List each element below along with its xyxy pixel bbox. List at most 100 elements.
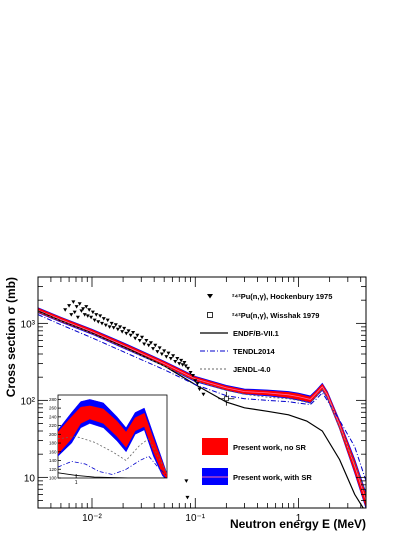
hockenbury-point xyxy=(67,304,72,308)
hockenbury-point xyxy=(197,387,202,392)
hockenbury-point xyxy=(75,315,80,320)
hockenbury-point xyxy=(96,320,101,324)
present-work-central-line xyxy=(38,309,366,501)
hockenbury-point xyxy=(103,323,108,328)
hockenbury-point xyxy=(107,325,112,329)
legend-item-label: ²⁴²Pu(n,γ), Hockenbury 1975 xyxy=(232,292,332,301)
hockenbury-point xyxy=(168,356,173,361)
hockenbury-point xyxy=(105,318,110,323)
hockenbury-point xyxy=(179,358,184,363)
hockenbury-point xyxy=(63,308,68,312)
hockenbury-point xyxy=(164,355,169,359)
hockenbury-point xyxy=(98,314,103,318)
y-tick-label: 10 xyxy=(24,473,36,484)
y-tick-label: 10³ xyxy=(21,319,36,330)
hockenbury-point xyxy=(177,362,182,366)
hockenbury-point xyxy=(144,338,149,343)
hockenbury-point xyxy=(126,329,131,333)
hockenbury-point xyxy=(193,379,198,383)
inset-y-tick-label: 120 xyxy=(49,467,57,472)
hockenbury-point xyxy=(151,347,156,351)
legend: ²⁴²Pu(n,γ), Hockenbury 1975 ²⁴²Pu(n,γ), W… xyxy=(200,292,332,485)
hockenbury-point xyxy=(195,382,200,386)
legend-item-label: TENDL2014 xyxy=(233,347,276,356)
hockenbury-point xyxy=(124,331,129,336)
hockenbury-point xyxy=(185,495,190,500)
hockenbury-point xyxy=(140,335,145,340)
hockenbury-point xyxy=(146,343,151,348)
legend-item-label: ENDF/B-VII.1 xyxy=(233,329,279,338)
hockenbury-point xyxy=(162,349,167,353)
hockenbury-point xyxy=(87,308,92,312)
hockenbury-point xyxy=(185,366,190,371)
hockenbury-point xyxy=(173,359,178,364)
plot-area xyxy=(38,300,366,508)
inset-jendl-line xyxy=(58,436,167,474)
legend-item-label: JENDL-4.0 xyxy=(233,365,271,374)
hockenbury-point xyxy=(159,352,164,356)
inset-y-tick-label: 220 xyxy=(49,423,57,428)
hockenbury-point xyxy=(148,341,153,345)
plot-frame xyxy=(37,276,367,509)
hockenbury-point xyxy=(133,336,138,341)
hockenbury-point xyxy=(184,479,189,483)
hockenbury-point xyxy=(190,374,195,378)
hockenbury-point xyxy=(111,326,116,330)
hockenbury-point xyxy=(92,318,97,323)
inset-y-tick-label: 160 xyxy=(49,449,57,454)
hockenbury-point xyxy=(79,309,84,313)
inset-y-tick-label: 200 xyxy=(49,432,57,437)
hockenbury-point xyxy=(137,338,142,343)
y-tick-label: 10² xyxy=(21,396,36,407)
hockenbury-point xyxy=(85,314,90,318)
hockenbury-point xyxy=(171,354,176,358)
hockenbury-point xyxy=(82,313,87,317)
axis-ticks xyxy=(37,276,366,509)
hockenbury-point xyxy=(182,361,187,365)
hockenbury-point xyxy=(113,323,118,327)
hockenbury-point xyxy=(118,325,123,329)
hockenbury-point xyxy=(128,333,133,338)
hockenbury-point xyxy=(94,313,99,317)
hockenbury-point xyxy=(180,363,185,367)
inset-plot: 100 120 140 160 180 200 220 240 260 280 1 xyxy=(49,394,168,486)
x-tick-label: 1 xyxy=(296,513,302,524)
hockenbury-point xyxy=(72,310,77,315)
inset-x-tick-label: 1 xyxy=(75,480,78,486)
x-tick-label: 10⁻² xyxy=(82,513,102,524)
hockenbury-point xyxy=(153,343,158,348)
hockenbury-point xyxy=(120,330,125,334)
hockenbury-point xyxy=(155,350,160,354)
legend-item-label: ²⁴²Pu(n,γ), Wisshak 1979 xyxy=(232,311,319,320)
hockenbury-point xyxy=(188,371,193,375)
hockenbury-point xyxy=(201,392,206,397)
hockenbury-point xyxy=(142,342,147,346)
inset-y-tick-label: 180 xyxy=(49,441,57,446)
hockenbury-point xyxy=(90,310,95,315)
hockenbury-point xyxy=(100,321,105,326)
hockenbury-point xyxy=(101,317,106,321)
hockenbury-point xyxy=(109,321,114,326)
hockenbury-point xyxy=(175,356,180,361)
hockenbury-point xyxy=(183,364,188,368)
jendl-line xyxy=(38,311,366,495)
inset-tendl-line xyxy=(58,455,167,477)
hockenbury-point xyxy=(69,313,74,317)
x-axis-label: Neutron energy E (MeV) xyxy=(230,517,366,531)
hockenbury-point xyxy=(122,326,127,331)
hockenbury-point xyxy=(115,327,120,332)
inset-y-tick-label: 240 xyxy=(49,414,57,419)
inset-y-tick-label: 140 xyxy=(49,458,57,463)
legend-item-label: Present work, with SR xyxy=(233,473,312,482)
tendl-line xyxy=(38,314,366,482)
hockenbury-point xyxy=(89,315,94,320)
hockenbury-point xyxy=(135,333,140,338)
hockenbury-point xyxy=(166,351,171,356)
legend-item-label: Present work, no SR xyxy=(233,443,307,452)
inset-y-tick-label: 260 xyxy=(49,406,57,411)
y-axis-label: Cross section σ (mb) xyxy=(4,277,18,397)
hockenbury-point xyxy=(157,346,162,350)
wisshak-point xyxy=(218,391,235,406)
hockenbury-point xyxy=(81,307,86,311)
